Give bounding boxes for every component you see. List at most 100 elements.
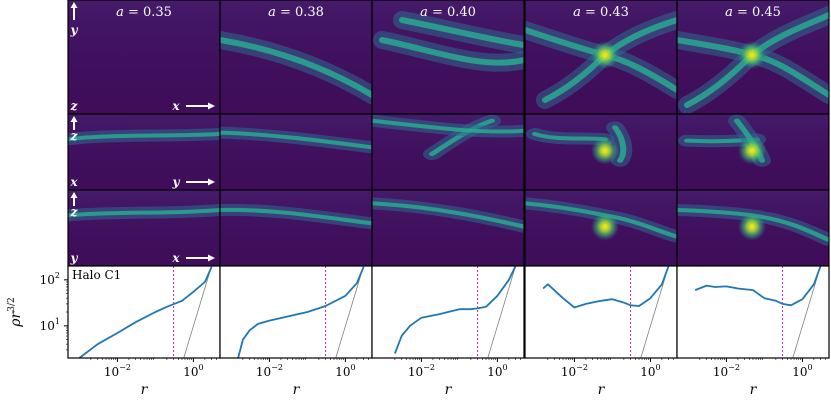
panel-haze [68, 114, 220, 190]
filament-core [379, 37, 524, 66]
projection-panel-xz-a0.45 [676, 113, 830, 191]
panel-content [525, 190, 677, 266]
corner-axis-label: z [70, 99, 79, 113]
x-tick-base: 10 [561, 365, 576, 379]
projection-panel-yz-a0.45 [676, 189, 830, 267]
y-tick-exponent: 2 [55, 271, 60, 280]
filament-core [612, 125, 627, 163]
panel-content [68, 190, 220, 266]
halo-core [749, 52, 755, 58]
filament-group [393, 11, 524, 54]
vertical-axis-arrowhead [70, 2, 78, 8]
x-tick-exponent: −2 [576, 363, 588, 372]
vertical-axis-label: z [70, 129, 79, 143]
filament-core [68, 208, 220, 218]
column-title-value: = 0.38 [280, 5, 324, 20]
projection-panel-xz-a0.43 [524, 113, 678, 191]
projection-panel-xy-a0.40 [371, 0, 525, 115]
column-title-value: = 0.43 [585, 5, 629, 20]
y-tick-label: 101 [40, 317, 60, 333]
x-tick-label: 100 [640, 363, 660, 379]
filament-core [399, 17, 524, 48]
x-tick-label: 10−2 [408, 363, 435, 379]
reference-slope-line [792, 266, 821, 358]
panel-content [220, 114, 372, 190]
projection-panel-yz-a0.43 [524, 189, 678, 267]
panel-content [68, 0, 220, 114]
profile-panel-a0.43 [524, 265, 678, 362]
profile-panel-a0.45 [676, 265, 830, 362]
y-tick-base: 10 [40, 319, 55, 333]
x-tick-exponent: −2 [271, 363, 283, 372]
profile-panel-a0.38 [219, 265, 373, 362]
x-tick-base: 10 [104, 365, 119, 379]
x-tick-label: 10−2 [256, 363, 283, 379]
projection-panel-xy-a0.45 [676, 0, 830, 115]
projection-panel-yz-a0.38 [219, 189, 373, 267]
profile-content [78, 266, 213, 358]
corner-axis-label: x [69, 175, 78, 189]
reference-slope-line [640, 266, 669, 358]
column-title-var: a [420, 5, 432, 20]
image-axis-labels: a = 0.35 a = 0.38 a = 0.40 a = 0.43 a = 0.45… [69, 2, 781, 265]
filament-group [68, 128, 220, 146]
x-tick-exponent: 0 [199, 363, 204, 372]
column-title-a0.40: a = 0.40 [420, 5, 476, 20]
x-tick-base: 10 [487, 365, 502, 379]
filament-group [372, 114, 524, 138]
panel-haze [220, 114, 372, 190]
filament-core [372, 118, 524, 134]
halo-core [602, 224, 608, 230]
column-title-value: = 0.45 [737, 5, 781, 20]
filament-core [220, 37, 372, 98]
density-profile-line [78, 266, 213, 358]
corner-axis-label: y [70, 251, 79, 265]
filament-group [220, 203, 372, 230]
horizontal-axis-arrowhead [208, 254, 215, 262]
filament-group [372, 197, 524, 233]
column-title-a0.38: a = 0.38 [268, 5, 324, 20]
x-tick-label: 100 [335, 363, 355, 379]
profile-background [525, 266, 677, 358]
column-title-a0.43: a = 0.43 [573, 5, 629, 20]
column-title-var: a [573, 5, 585, 20]
profile-background [677, 266, 829, 358]
profile-background [68, 266, 220, 358]
panel-content [677, 0, 829, 114]
halo-label: Halo C1 [72, 268, 121, 282]
x-tick-base: 10 [335, 365, 350, 379]
panel-content [68, 114, 220, 190]
panel-haze [68, 190, 220, 266]
panel-content [677, 114, 829, 190]
x-tick-base: 10 [183, 365, 198, 379]
x-tick-label: 100 [183, 363, 203, 379]
filament-group [526, 128, 614, 146]
panel-content [372, 190, 524, 266]
halo-core [602, 148, 608, 154]
x-tick-base: 10 [792, 365, 807, 379]
panel-content [677, 190, 829, 266]
panel-haze [220, 190, 372, 266]
profile-panel-a0.40 [371, 265, 525, 362]
x-tick-base: 10 [713, 365, 728, 379]
profile-background [220, 266, 372, 358]
x-tick-exponent: 0 [656, 363, 661, 372]
vertical-axis-arrowhead [70, 116, 78, 122]
x-axis-label: r [293, 382, 301, 398]
x-tick-base: 10 [256, 365, 271, 379]
projection-panel-yz-a0.35 [67, 189, 221, 267]
horizontal-axis-label: y [172, 175, 181, 189]
projection-panel-xy-a0.43 [524, 0, 678, 115]
projection-panel-xz-a0.38 [219, 113, 373, 191]
vertical-axis-label: z [70, 205, 79, 219]
filament-group [220, 126, 372, 154]
column-title-value: = 0.40 [432, 5, 476, 20]
reference-slope-line [487, 266, 516, 358]
x-axis-label: r [750, 382, 758, 398]
profile-content [542, 266, 670, 358]
x-tick-label: 10−2 [104, 363, 131, 379]
halo-core [749, 148, 755, 154]
panel-content [220, 0, 372, 114]
horizontal-axis-label: x [171, 251, 180, 265]
